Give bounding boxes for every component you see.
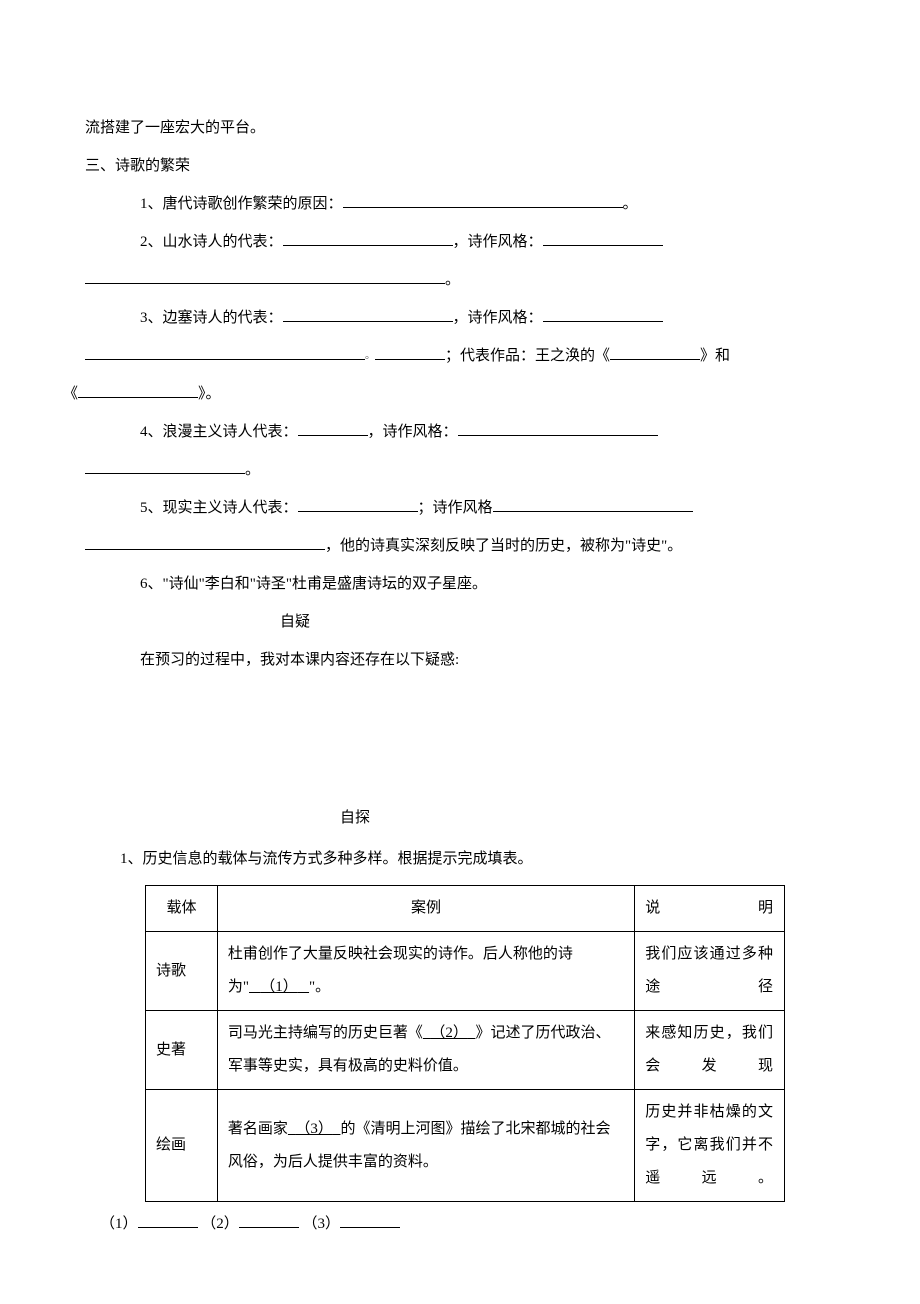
q5-blank-1 [298, 497, 418, 512]
table-header-row: 载体 案例 说明 [146, 886, 785, 932]
question-2-cont: 。 [85, 262, 835, 298]
q5-blank-3 [85, 535, 325, 550]
section-3-title: 三、诗歌的繁荣 [85, 148, 835, 184]
q1-end: 。 [623, 196, 638, 212]
ans-2-blank [239, 1213, 299, 1228]
cell-case-2: 司马光主持编写的历史巨著《 （2） 》记述了历代政治、军事等史实，具有极高的史料… [217, 1011, 634, 1090]
question-1: 1、唐代诗歌创作繁荣的原因： 。 [85, 186, 835, 222]
q2-blank-2 [543, 231, 663, 246]
q3-cont-mid: ；代表作品：王之涣的《 [445, 348, 610, 364]
table-row: 绘画 著名画家 （3） 的《清明上河图》描绘了北宋都城的社会风俗，为后人提供丰富… [146, 1090, 785, 1202]
q5-mid: ；诗作风格 [418, 500, 493, 516]
question-3: 3、边塞诗人的代表： ，诗作风格： [85, 300, 835, 336]
ziyi-text: 在预习的过程中，我对本课内容还存在以下疑惑: [85, 642, 835, 678]
q2-blank-1 [283, 231, 453, 246]
platform-line: 流搭建了一座宏大的平台。 [85, 110, 835, 146]
q4-blank-2 [458, 421, 658, 436]
q4-blank-3 [85, 459, 245, 474]
q4-blank-1 [298, 421, 368, 436]
cell-carrier-3: 绘画 [146, 1090, 218, 1202]
cell-note-2: 来感知历史，我们会发现 [635, 1011, 785, 1090]
dot-marker: 。 [365, 351, 375, 362]
q2-blank-3 [85, 269, 445, 284]
case1-blank: （1） [249, 979, 309, 995]
table-row: 史著 司马光主持编写的历史巨著《 （2） 》记述了历代政治、军事等史实，具有极高… [146, 1011, 785, 1090]
q5-cont: ，他的诗真实深刻反映了当时的历史，被称为"诗史"。 [325, 538, 682, 554]
ans-2-label: （2） [201, 1216, 239, 1232]
zitan-label: 自探 [85, 800, 835, 836]
q4-end: 。 [245, 462, 260, 478]
question-3-cont: 。 ；代表作品：王之涣的《 》和 [85, 338, 835, 374]
cell-case-1: 杜甫创作了大量反映社会现实的诗作。后人称他的诗为" （1） "。 [217, 932, 634, 1011]
case3-blank: （3） [288, 1121, 341, 1137]
case3-pre: 著名画家 [228, 1121, 288, 1137]
q4-mid: ，诗作风格： [368, 424, 458, 440]
question-4: 4、浪漫主义诗人代表： ，诗作风格： [85, 414, 835, 450]
ans-1-label: （1） [100, 1216, 138, 1232]
q3-book-start: 《 [63, 386, 78, 402]
ans-3-label: （3） [303, 1216, 341, 1232]
q3-cont-end: 》和 [700, 348, 730, 364]
case2-blank: （2） [423, 1025, 476, 1041]
q5-blank-2 [493, 497, 693, 512]
history-table: 载体 案例 说明 诗歌 杜甫创作了大量反映社会现实的诗作。后人称他的诗为" （1… [145, 885, 785, 1202]
q2-mid: ，诗作风格： [453, 234, 543, 250]
q3-blank-2 [543, 307, 663, 322]
header-note: 说明 [635, 886, 785, 932]
cell-note-3: 历史并非枯燥的文字，它离我们并不遥远。 [635, 1090, 785, 1202]
case1-post: "。 [309, 979, 330, 995]
case2-pre: 司马光主持编写的历史巨著《 [228, 1025, 423, 1041]
question-5: 5、现实主义诗人代表： ；诗作风格 [85, 490, 835, 526]
question-4-cont: 。 [85, 452, 835, 488]
q1-label: 1、唐代诗歌创作繁荣的原因： [140, 196, 343, 212]
q2-label: 2、山水诗人的代表： [140, 234, 283, 250]
ziyi-label: 自疑 [85, 604, 835, 640]
gap-1 [85, 680, 835, 800]
cell-carrier-2: 史著 [146, 1011, 218, 1090]
q3-blank-3 [85, 345, 365, 360]
header-carrier: 载体 [146, 886, 218, 932]
ans-1-blank [138, 1213, 198, 1228]
q3-book-end: 》。 [198, 386, 221, 402]
question-3-book: 《 》。 [63, 376, 835, 412]
q3-mid: ，诗作风格： [453, 310, 543, 326]
q3-blank-4 [610, 345, 700, 360]
cell-note-1: 我们应该通过多种途径 [635, 932, 785, 1011]
q3-blank-5 [78, 383, 198, 398]
cell-case-3: 著名画家 （3） 的《清明上河图》描绘了北宋都城的社会风俗，为后人提供丰富的资料… [217, 1090, 634, 1202]
question-2: 2、山水诗人的代表： ，诗作风格： [85, 224, 835, 260]
table-row: 诗歌 杜甫创作了大量反映社会现实的诗作。后人称他的诗为" （1） "。 我们应该… [146, 932, 785, 1011]
answer-blanks: （1） （2） （3） [85, 1206, 835, 1242]
q3-label: 3、边塞诗人的代表： [140, 310, 283, 326]
q1-blank [343, 193, 623, 208]
table-intro: 1、历史信息的载体与流传方式多种多样。根据提示完成填表。 [85, 841, 835, 877]
q2-end: 。 [445, 272, 460, 288]
header-case: 案例 [217, 886, 634, 932]
q3-blank-3b [375, 345, 445, 360]
cell-carrier-1: 诗歌 [146, 932, 218, 1011]
q4-label: 4、浪漫主义诗人代表： [140, 424, 298, 440]
ans-3-blank [340, 1213, 400, 1228]
question-6: 6、"诗仙"李白和"诗圣"杜甫是盛唐诗坛的双子星座。 [85, 566, 835, 602]
q3-blank-1 [283, 307, 453, 322]
question-5-cont: ，他的诗真实深刻反映了当时的历史，被称为"诗史"。 [85, 528, 835, 564]
q5-label: 5、现实主义诗人代表： [140, 500, 298, 516]
